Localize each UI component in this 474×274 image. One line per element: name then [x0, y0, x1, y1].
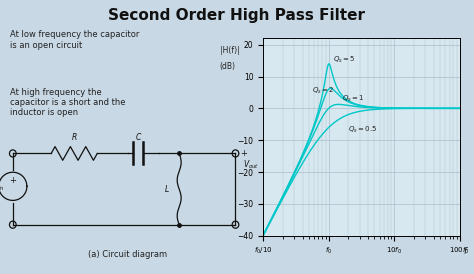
Text: +: + [241, 149, 247, 158]
Text: $V_{in}$: $V_{in}$ [0, 180, 5, 193]
Text: $V_{out}$: $V_{out}$ [243, 158, 259, 171]
Text: C: C [136, 133, 141, 142]
Text: At high frequency the
capacitor is a short and the
inductor is open: At high frequency the capacitor is a sho… [10, 88, 126, 118]
Text: f: f [464, 247, 467, 256]
Text: Second Order High Pass Filter: Second Order High Pass Filter [109, 8, 365, 23]
Text: |H(f)|: |H(f)| [220, 46, 239, 55]
Text: $Q_s = 0.5$: $Q_s = 0.5$ [348, 125, 378, 135]
Text: At low frequency the capacitor
is an open circuit: At low frequency the capacitor is an ope… [10, 30, 140, 50]
Text: +: + [9, 176, 16, 185]
Text: $Q_s = 2$: $Q_s = 2$ [311, 85, 334, 96]
Text: $Q_s = 1$: $Q_s = 1$ [342, 93, 365, 104]
Text: (dB): (dB) [220, 62, 236, 71]
Text: R: R [72, 133, 77, 142]
Text: (a) Circuit diagram: (a) Circuit diagram [89, 250, 167, 259]
Text: $Q_s = 5$: $Q_s = 5$ [333, 55, 356, 65]
Text: L: L [164, 185, 169, 193]
